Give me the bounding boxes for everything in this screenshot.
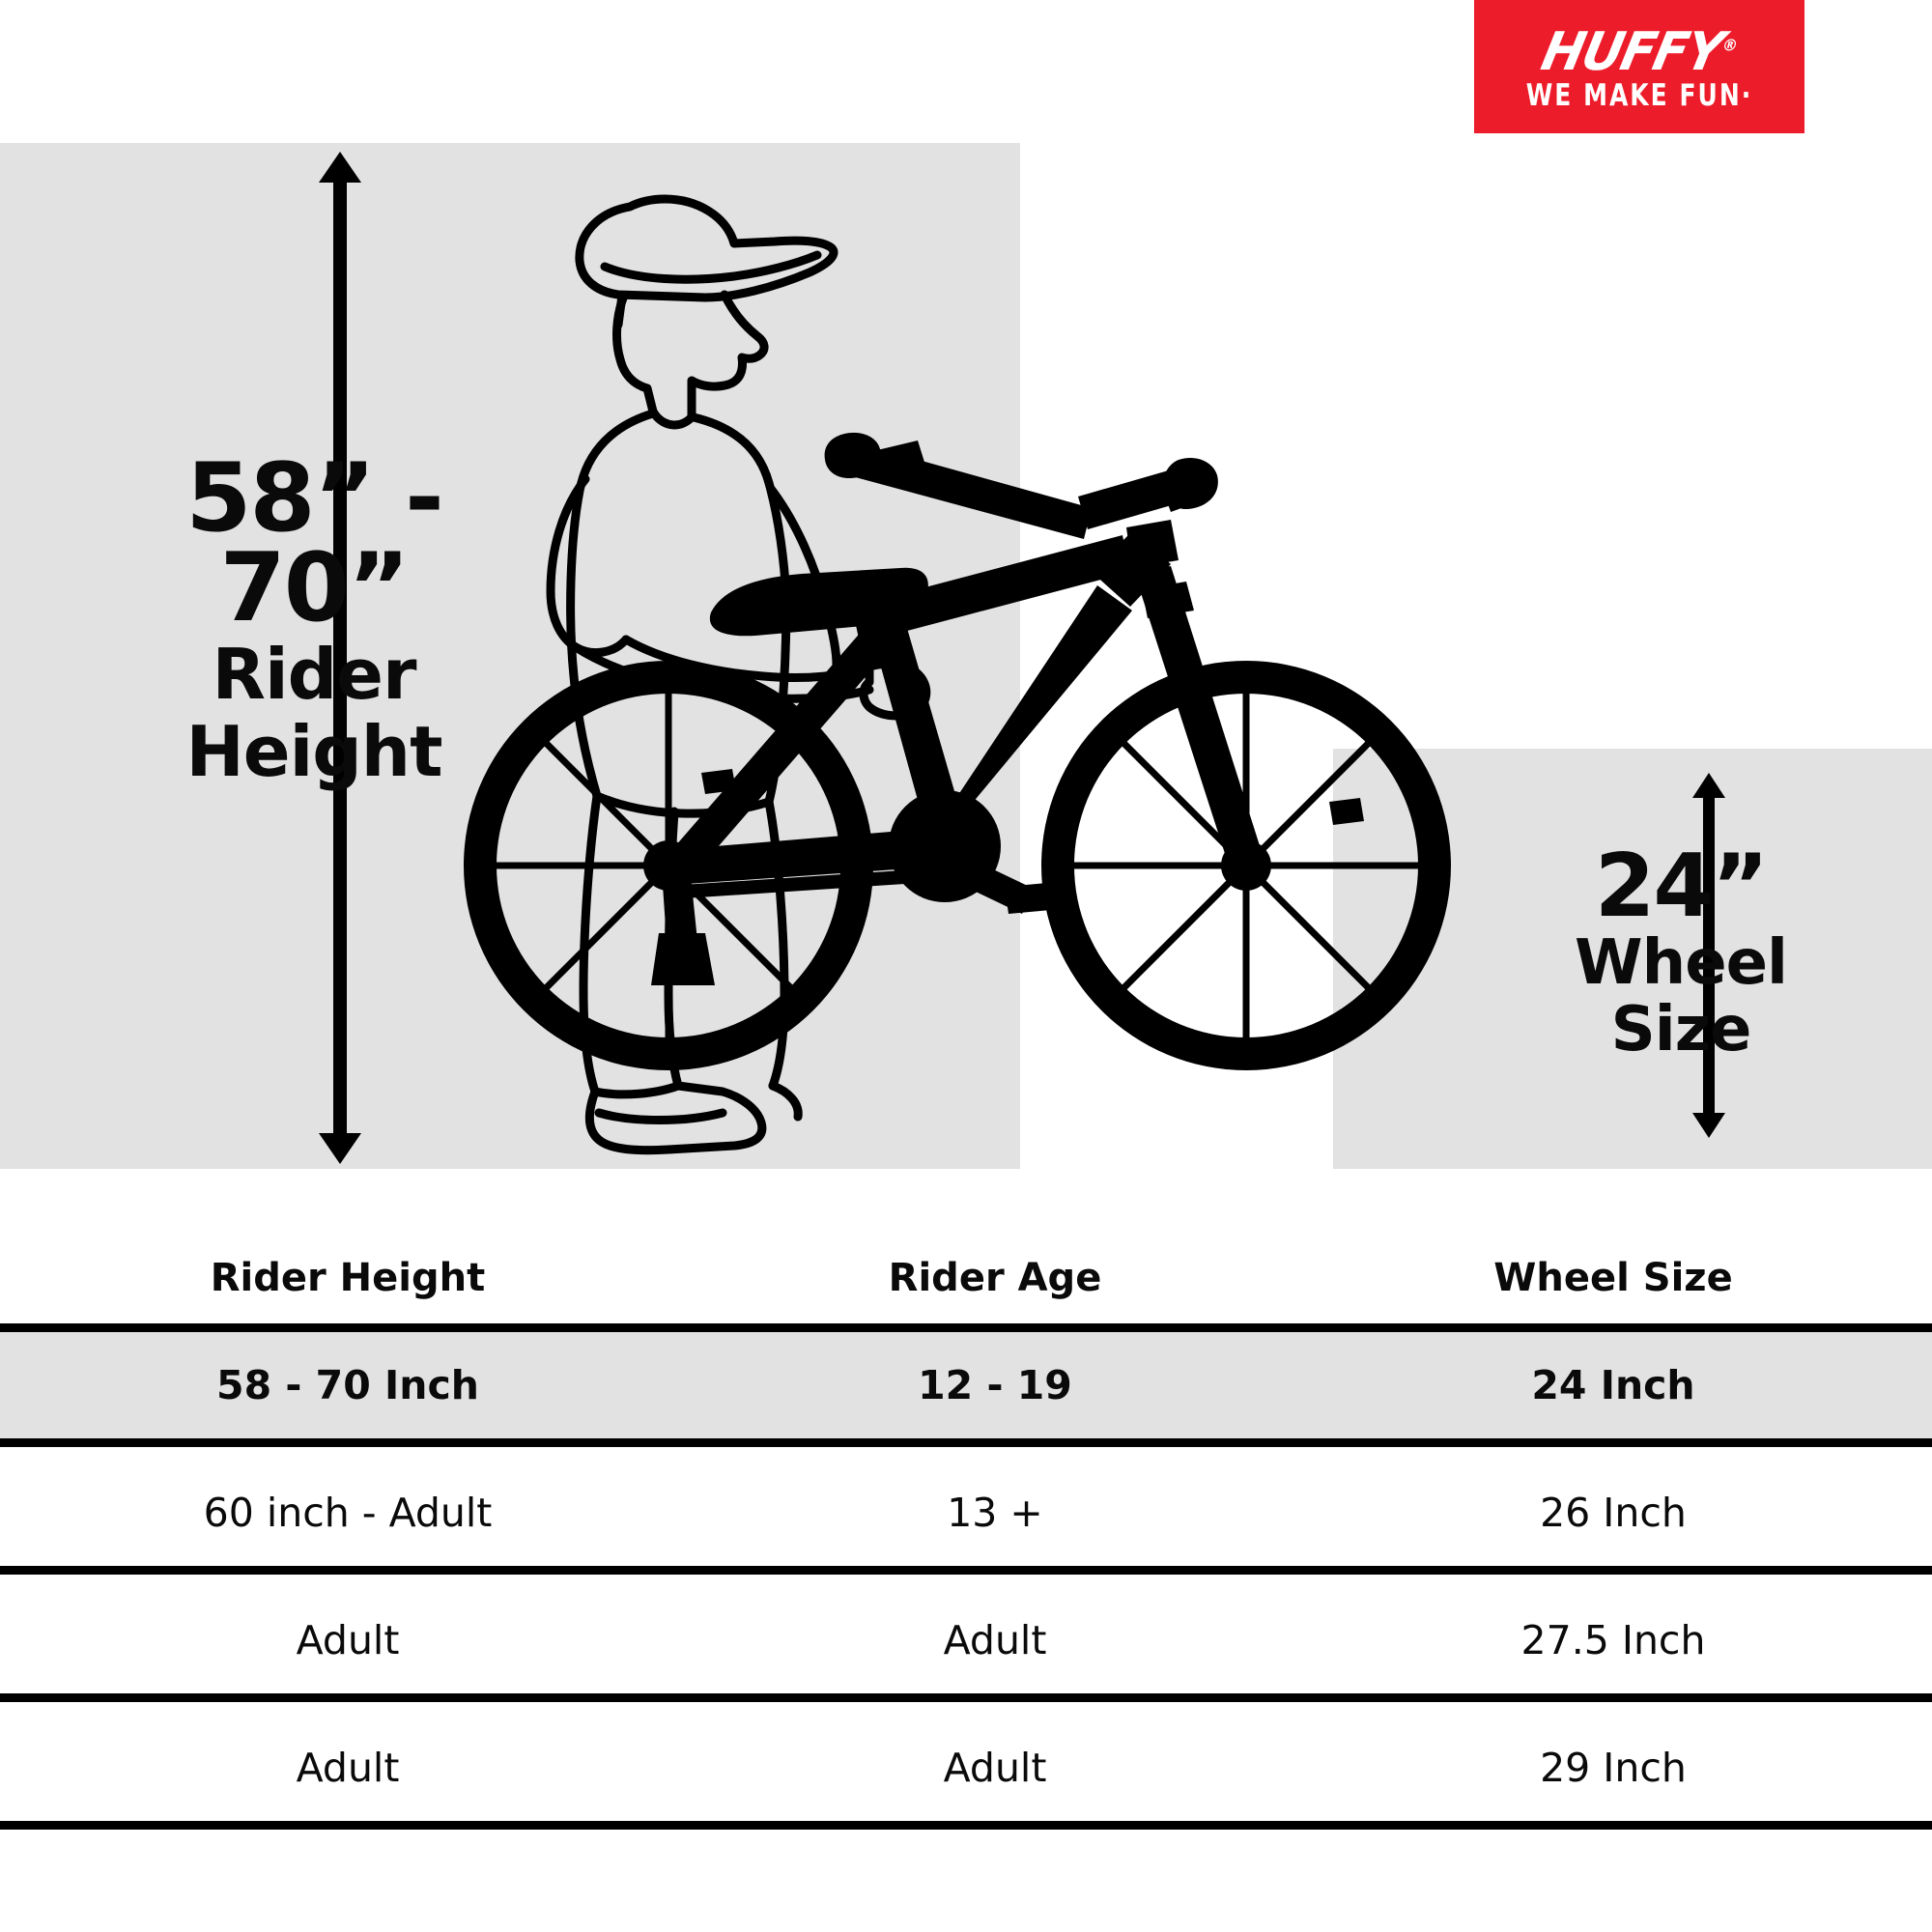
cell-wheel-size: 27.5 Inch	[1520, 1617, 1706, 1663]
brand-tagline-text: WE MAKE FUN	[1525, 76, 1742, 113]
table-row[interactable]: 58 - 70 Inch 12 - 19 24 Inch	[0, 1332, 1932, 1438]
brand-tagline-mark: ·	[1741, 76, 1753, 113]
cell-wheel-size: 26 Inch	[1540, 1490, 1687, 1536]
wheel-size-callout: 24” Wheel Size	[1507, 836, 1855, 1065]
table-divider	[0, 1693, 1932, 1702]
column-header-rider-height: Rider Height	[210, 1255, 486, 1300]
brand-name: HUFFY	[1536, 21, 1727, 83]
column-header-wheel-size: Wheel Size	[1493, 1255, 1733, 1300]
table-row[interactable]: Adult Adult 27.5 Inch	[0, 1587, 1932, 1693]
bicycle-figure	[464, 432, 1451, 1070]
table-divider	[0, 1438, 1932, 1447]
rider-height-label-line1: Rider	[212, 634, 417, 716]
brand-wordmark: HUFFY®	[1536, 21, 1742, 82]
wheel-size-label-line1: Wheel	[1575, 926, 1788, 999]
column-header-rider-age: Rider Age	[888, 1255, 1102, 1300]
cell-wheel-size: 24 Inch	[1531, 1362, 1695, 1408]
cell-rider-height: 58 - 70 Inch	[216, 1362, 479, 1408]
wheel-size-value: 24”	[1594, 836, 1769, 937]
table-divider	[0, 1821, 1932, 1830]
cell-rider-height: Adult	[296, 1745, 400, 1791]
cell-rider-age: Adult	[943, 1617, 1047, 1663]
rider-height-label-line2: Height	[185, 710, 443, 792]
rider-height-value: 58” - 70”	[185, 443, 444, 644]
rider-and-bike-illustration	[415, 135, 1555, 1174]
cell-rider-age: Adult	[943, 1745, 1047, 1791]
table-header-row: Rider Height Rider Age Wheel Size	[0, 1232, 1932, 1323]
rider-height-callout: 58” - 70” Rider Height	[87, 443, 541, 792]
registered-mark-icon: ®	[1719, 35, 1740, 55]
cell-rider-height: Adult	[296, 1617, 400, 1663]
cell-rider-age: 13 +	[947, 1490, 1043, 1536]
table-row[interactable]: 60 inch - Adult 13 + 26 Inch	[0, 1460, 1932, 1566]
cell-rider-age: 12 - 19	[918, 1362, 1072, 1408]
cell-wheel-size: 29 Inch	[1540, 1745, 1687, 1791]
size-chart-table: Rider Height Rider Age Wheel Size 58 - 7…	[0, 1232, 1932, 1830]
cell-rider-height: 60 inch - Adult	[203, 1490, 493, 1536]
table-divider	[0, 1323, 1932, 1332]
wheel-size-label-line2: Size	[1610, 993, 1752, 1065]
brand-tagline: WE MAKE FUN·	[1526, 79, 1753, 109]
huffy-logo: HUFFY® WE MAKE FUN·	[1474, 0, 1804, 133]
table-divider	[0, 1566, 1932, 1575]
table-row[interactable]: Adult Adult 29 Inch	[0, 1715, 1932, 1821]
